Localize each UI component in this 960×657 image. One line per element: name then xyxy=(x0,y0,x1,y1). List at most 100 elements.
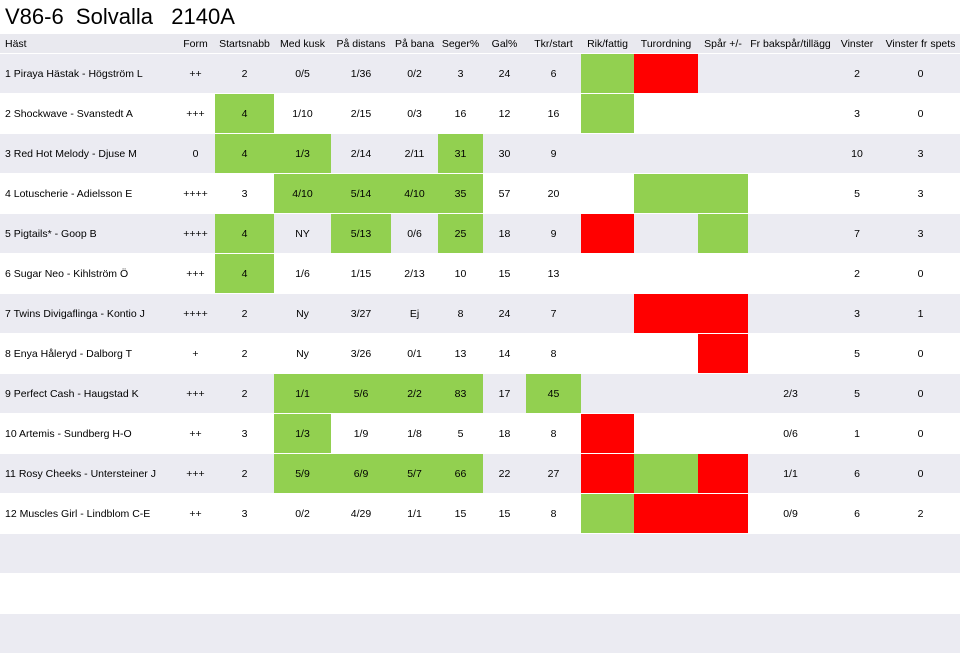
cell-seger: 66 xyxy=(438,453,483,494)
cell-turordning xyxy=(634,613,698,654)
cell-vinster: 7 xyxy=(833,213,881,254)
cell-pa-bana xyxy=(391,613,438,654)
table-row: 4 Lotuscherie - Adielsson E ++++ 3 4/10 5/14… xyxy=(0,173,960,214)
cell-startsnabb: 3 xyxy=(215,493,274,534)
column-header-vinster-spets: Vinster fr spets xyxy=(881,34,960,54)
cell-startsnabb: 3 xyxy=(215,173,274,214)
cell-spar xyxy=(698,533,748,574)
cell-seger: 25 xyxy=(438,213,483,254)
cell-vinster-spets: 3 xyxy=(881,213,960,254)
cell-form: ++++ xyxy=(176,293,215,334)
cell-pa-bana: Ej xyxy=(391,293,438,334)
table-row: 1 Piraya Hästak - Högström L ++ 2 0/5 1/36 0/… xyxy=(0,53,960,94)
cell-vinster-spets: 3 xyxy=(881,133,960,174)
cell-horse: 11 Rosy Cheeks - Untersteiner J xyxy=(0,453,176,494)
cell-turordning xyxy=(634,453,698,494)
cell-vinster: 3 xyxy=(833,293,881,334)
cell-turordning xyxy=(634,533,698,574)
cell-rik-fattig xyxy=(581,253,634,294)
table-row: 3 Red Hot Melody - Djuse M 0 4 1/3 2/14 2/11 3… xyxy=(0,133,960,174)
cell-startsnabb: 2 xyxy=(215,373,274,414)
cell-med-kusk: 1/6 xyxy=(274,253,331,294)
cell-med-kusk xyxy=(274,573,331,614)
cell-med-kusk: Ny xyxy=(274,293,331,334)
cell-pa-distans: 2/15 xyxy=(331,93,391,134)
table-row xyxy=(0,533,960,574)
cell-spar xyxy=(698,53,748,94)
cell-pa-distans: 3/27 xyxy=(331,293,391,334)
cell-form: ++++ xyxy=(176,173,215,214)
cell-pa-distans: 1/9 xyxy=(331,413,391,454)
cell-pa-distans: 5/13 xyxy=(331,213,391,254)
cell-vinster: 6 xyxy=(833,453,881,494)
cell-pa-bana: 0/3 xyxy=(391,93,438,134)
cell-turordning xyxy=(634,53,698,94)
cell-vinster-spets: 0 xyxy=(881,333,960,374)
table-row xyxy=(0,613,960,654)
cell-spar xyxy=(698,413,748,454)
cell-spar xyxy=(698,213,748,254)
table-body: 1 Piraya Hästak - Högström L ++ 2 0/5 1/36 0/… xyxy=(0,53,960,654)
cell-seger: 13 xyxy=(438,333,483,374)
cell-pa-bana: 2/13 xyxy=(391,253,438,294)
cell-pa-distans xyxy=(331,573,391,614)
cell-vinster-spets: 1 xyxy=(881,293,960,334)
cell-tkr-start: 8 xyxy=(526,493,581,534)
cell-vinster-spets: 0 xyxy=(881,253,960,294)
cell-gal: 24 xyxy=(483,53,526,94)
cell-form: ++ xyxy=(176,53,215,94)
cell-rik-fattig xyxy=(581,413,634,454)
cell-tkr-start: 8 xyxy=(526,333,581,374)
cell-seger: 8 xyxy=(438,293,483,334)
cell-form: ++ xyxy=(176,493,215,534)
cell-vinster: 3 xyxy=(833,93,881,134)
cell-turordning xyxy=(634,213,698,254)
cell-pa-bana: 0/1 xyxy=(391,333,438,374)
cell-vinster-spets: 0 xyxy=(881,373,960,414)
cell-pa-bana: 1/8 xyxy=(391,413,438,454)
cell-seger xyxy=(438,573,483,614)
cell-tkr-start: 45 xyxy=(526,373,581,414)
cell-vinster-spets xyxy=(881,573,960,614)
cell-vinster-spets: 0 xyxy=(881,453,960,494)
cell-seger: 10 xyxy=(438,253,483,294)
cell-horse: 5 Pigtails* - Goop B xyxy=(0,213,176,254)
cell-pa-bana: 0/6 xyxy=(391,213,438,254)
table-row: 8 Enya Håleryd - Dalborg T +2 Ny 3/26 0/1 13 1… xyxy=(0,333,960,374)
cell-vinster: 5 xyxy=(833,373,881,414)
cell-pa-bana: 5/7 xyxy=(391,453,438,494)
column-header-horse: Häst xyxy=(0,34,176,54)
cell-horse: 3 Red Hot Melody - Djuse M xyxy=(0,133,176,174)
header-row: Häst Form Startsnabb Med kusk På distans På b… xyxy=(0,34,960,54)
cell-gal: 17 xyxy=(483,373,526,414)
column-header-pa-distans: På distans xyxy=(331,34,391,54)
cell-pa-bana: 4/10 xyxy=(391,173,438,214)
column-header-turordning: Turordning xyxy=(634,34,698,54)
cell-form: +++ xyxy=(176,373,215,414)
horse-table: Häst Form Startsnabb Med kusk På distans På b… xyxy=(0,34,960,654)
cell-spar xyxy=(698,133,748,174)
cell-seger xyxy=(438,533,483,574)
cell-gal: 15 xyxy=(483,493,526,534)
cell-tkr-start: 6 xyxy=(526,53,581,94)
cell-turordning xyxy=(634,373,698,414)
cell-turordning xyxy=(634,573,698,614)
cell-startsnabb: 2 xyxy=(215,53,274,94)
cell-pa-distans: 3/26 xyxy=(331,333,391,374)
cell-fr-bakspar xyxy=(748,93,833,134)
cell-seger: 16 xyxy=(438,93,483,134)
cell-fr-bakspar xyxy=(748,133,833,174)
cell-pa-distans: 5/14 xyxy=(331,173,391,214)
cell-rik-fattig xyxy=(581,373,634,414)
cell-startsnabb xyxy=(215,573,274,614)
cell-med-kusk: 1/3 xyxy=(274,413,331,454)
cell-vinster xyxy=(833,573,881,614)
cell-vinster-spets xyxy=(881,533,960,574)
cell-gal: 14 xyxy=(483,333,526,374)
cell-vinster: 1 xyxy=(833,413,881,454)
table-row xyxy=(0,573,960,614)
cell-fr-bakspar xyxy=(748,613,833,654)
cell-spar xyxy=(698,573,748,614)
cell-fr-bakspar xyxy=(748,333,833,374)
